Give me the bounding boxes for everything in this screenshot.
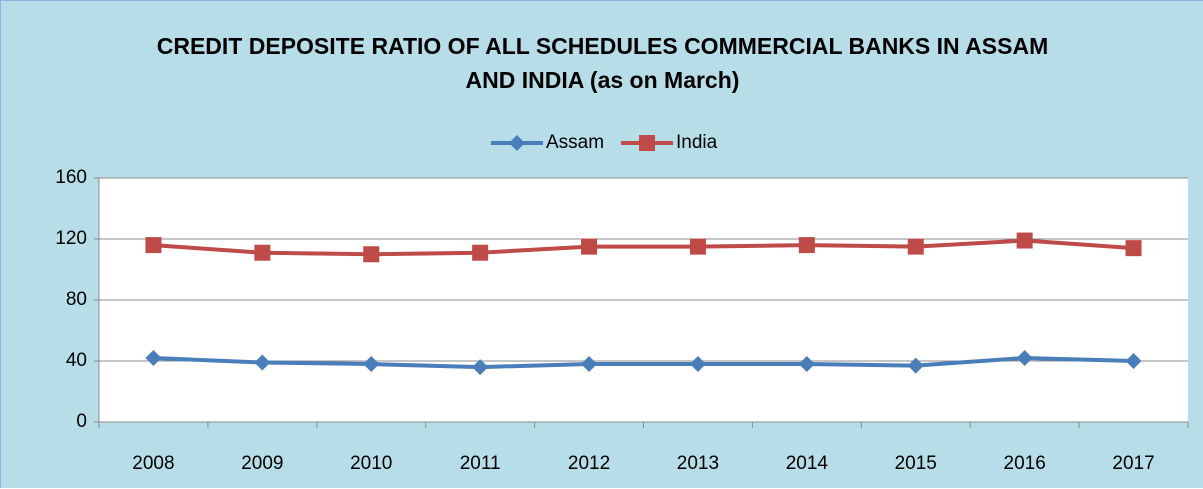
data-point — [1125, 353, 1142, 369]
x-tick-label: 2010 — [350, 453, 392, 474]
legend-marker — [509, 135, 525, 151]
data-point — [689, 356, 706, 373]
data-point — [1016, 232, 1033, 249]
data-point — [145, 349, 162, 366]
data-point — [798, 356, 815, 373]
x-tick-label: 2016 — [1004, 453, 1046, 474]
y-tick-label: 40 — [66, 350, 87, 371]
data-point — [363, 246, 380, 263]
series-line — [153, 355, 1134, 370]
y-tick-label: 160 — [55, 167, 87, 188]
chart-title-box: CREDIT DEPOSITE RATIO OF ALL SCHEDULES C… — [1, 29, 1203, 97]
data-point — [1125, 240, 1142, 257]
data-point — [1016, 349, 1033, 366]
legend-marker — [639, 135, 655, 151]
data-point — [472, 359, 489, 376]
y-tick-label: 80 — [66, 289, 87, 310]
chart-title: CREDIT DEPOSITE RATIO OF ALL SCHEDULES C… — [156, 33, 1049, 93]
series-line — [153, 238, 1134, 257]
y-tick-label: 120 — [55, 228, 87, 249]
x-tick-label: 2013 — [677, 453, 719, 474]
data-point — [689, 238, 706, 255]
data-point — [254, 354, 271, 371]
data-point — [472, 244, 489, 261]
x-tick-label: 2015 — [895, 453, 937, 474]
x-tick-label: 2008 — [132, 453, 174, 474]
y-tick-label: 0 — [76, 411, 87, 432]
data-point — [907, 357, 924, 374]
x-tick-label: 2009 — [241, 453, 283, 474]
x-tick-label: 2014 — [786, 453, 829, 474]
data-point — [254, 244, 271, 261]
data-point — [145, 237, 162, 254]
x-tick-label: 2011 — [460, 453, 501, 474]
data-point — [363, 356, 380, 373]
data-point — [581, 356, 598, 373]
x-tick-label: 2012 — [568, 453, 610, 474]
legend-label: India — [676, 132, 718, 153]
x-tick-label: 2017 — [1112, 453, 1154, 474]
data-point — [798, 237, 815, 254]
data-point — [907, 238, 924, 255]
data-point — [581, 238, 598, 255]
legend-label: Assam — [546, 132, 604, 153]
